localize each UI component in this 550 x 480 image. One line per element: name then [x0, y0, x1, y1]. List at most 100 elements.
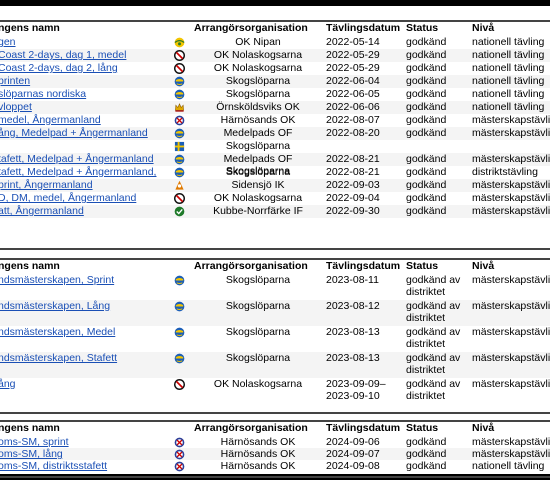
table-row: vloppet Örnsköldsviks OK 2022-06-06 godkänd…	[0, 101, 550, 114]
status-continued: distriktet	[406, 390, 446, 402]
column-header-name[interactable]: ngens namn	[0, 260, 60, 272]
status: godkänd	[406, 49, 447, 61]
column-header-status[interactable]: Status	[406, 260, 439, 272]
competition-name-link[interactable]: slöparnas nordiska	[0, 88, 87, 100]
competition-name-link[interactable]: oms-SM, distriktsstafett	[0, 460, 108, 472]
competition-name-link[interactable]: ndsmästerskapen, Stafett	[0, 352, 118, 364]
column-header-organizer[interactable]: Arrangörsorganisation	[194, 22, 308, 34]
status: godkänd	[406, 460, 447, 472]
competition-date: 2023-08-12	[326, 300, 380, 312]
organizer: Skogslöparna	[225, 300, 291, 312]
competition-date: 2022-05-14	[326, 36, 380, 48]
status: godkänd av	[406, 274, 461, 286]
competition-name-link[interactable]: tafett, Medelpad + Ångermanland,	[0, 166, 157, 178]
table-row: att, Ångermanland Kubbe-Norrfärke IF 2022-…	[0, 205, 550, 218]
blue-globe-icon	[174, 274, 190, 286]
status: godkänd	[406, 62, 447, 74]
organizer: Härnösands OK	[220, 114, 296, 126]
competition-date: 2022-06-05	[326, 88, 380, 100]
competition-level: nationell tävling	[472, 36, 545, 48]
blue-globe-icon	[174, 166, 190, 178]
competition-name-link[interactable]: print, Ångermanland	[0, 179, 93, 191]
crossed-circle-icon	[174, 436, 190, 448]
organizer: Skogslöparna	[225, 75, 291, 87]
table-header: ngens namn Arrangörsorganisation Tävlingsd…	[0, 22, 550, 36]
competition-name-link[interactable]: medel, Ångermanland	[0, 114, 101, 126]
competition-date: 2022-06-04	[326, 75, 380, 87]
competition-name-link[interactable]: D, DM, medel, Ångermanland	[0, 192, 137, 204]
runner-icon	[174, 179, 190, 191]
organizer: Skogslöparna	[225, 352, 291, 364]
blue-globe-icon	[174, 326, 190, 338]
column-header-date[interactable]: Tävlingsdatum	[326, 422, 401, 434]
table-row: ång OK Nolaskogsarna 2023-09-09– 2023-09-10…	[0, 378, 550, 404]
column-header-organizer[interactable]: Arrangörsorganisation	[194, 260, 308, 272]
table-row: Coast 2-days, dag 1, medel OK Nolaskogsar…	[0, 49, 550, 62]
organizer: Medelpads OF	[223, 127, 293, 139]
competition-name-link[interactable]: Coast 2-days, dag 1, medel	[0, 49, 127, 61]
column-header-status[interactable]: Status	[406, 422, 439, 434]
competition-table-2024: ngens namn Arrangörsorganisation Tävlingsd…	[0, 420, 550, 478]
no-sign-icon	[174, 378, 190, 390]
status: godkänd	[406, 127, 447, 139]
competition-date: 2024-09-06	[326, 436, 380, 448]
crown-icon	[174, 101, 190, 113]
column-header-status[interactable]: Status	[406, 22, 439, 34]
table-row: ndsmästerskapen, Lång Skogslöparna 2023-08…	[0, 300, 550, 326]
status: godkänd av	[406, 352, 461, 364]
competition-name-link[interactable]: ång, Medelpad + Ångermanland	[0, 127, 148, 139]
status: godkänd	[406, 75, 447, 87]
status-continued: distriktet	[406, 286, 446, 298]
status: godkänd	[406, 448, 447, 460]
organizer: Kubbe-Norrfärke IF	[213, 205, 303, 217]
no-sign-icon	[174, 62, 190, 74]
competition-name-link[interactable]: ång	[0, 378, 16, 390]
competition-name-link[interactable]: vloppet	[0, 101, 32, 113]
competition-date: 2022-08-07	[326, 114, 380, 126]
competition-name-link[interactable]: printen	[0, 75, 31, 87]
no-sign-icon	[174, 192, 190, 204]
table-row: gen OK Nipan 2022-05-14 godkänd nationell tä…	[0, 36, 550, 49]
organizer: OK Nolaskogsarna	[213, 378, 303, 390]
competition-level: nationell tävling	[472, 62, 545, 74]
column-header-date[interactable]: Tävlingsdatum	[326, 260, 401, 272]
column-header-name[interactable]: ngens namn	[0, 22, 60, 34]
column-header-level[interactable]: Nivå	[472, 260, 495, 272]
column-header-organizer[interactable]: Arrangörsorganisation	[194, 422, 308, 434]
status: godkänd	[406, 179, 447, 191]
organizer: OK Nolaskogsarna	[213, 192, 303, 204]
table-row: Skogslöparna	[0, 140, 550, 153]
column-header-level[interactable]: Nivå	[472, 422, 495, 434]
competition-name-link[interactable]: ndsmästerskapen, Sprint	[0, 274, 115, 286]
competition-table-2022: ngens namn Arrangörsorganisation Tävlingsd…	[0, 20, 550, 250]
competition-name-link[interactable]: oms-SM, sprint	[0, 436, 69, 448]
competition-level: nationell tävling	[472, 49, 545, 61]
competition-name-link[interactable]: att, Ångermanland	[0, 205, 84, 217]
table-row: tafett, Medelpad + Ångermanland,duella ö…	[0, 166, 550, 190]
column-header-date[interactable]: Tävlingsdatum	[326, 22, 401, 34]
competition-name-link[interactable]: tafett, Medelpad + Ångermanland	[0, 153, 154, 165]
organizer: Härnösands OK	[220, 436, 296, 448]
status-continued: distriktet	[406, 338, 446, 350]
competition-name-link[interactable]: gen	[0, 36, 16, 48]
competition-date: 2022-05-29	[326, 62, 380, 74]
competition-date: 2022-08-20	[326, 127, 380, 139]
status: godkänd av	[406, 300, 461, 312]
column-header-level[interactable]: Nivå	[472, 22, 495, 34]
competition-name-link[interactable]: oms-SM, lång	[0, 448, 63, 460]
competition-name-link[interactable]: ndsmästerskapen, Lång	[0, 300, 111, 312]
blue-globe-icon	[174, 75, 190, 87]
competition-date: 2024-09-08	[326, 460, 380, 472]
organizer: Skogslöparna	[225, 274, 291, 286]
organizer: Härnösands OK	[220, 448, 296, 460]
column-header-name[interactable]: ngens namn	[0, 422, 60, 434]
competition-name-link[interactable]: ndsmästerskapen, Medel	[0, 326, 116, 338]
status: godkänd av	[406, 326, 461, 338]
table-row: D, DM, medel, Ångermanland OK Nolaskogsar…	[0, 192, 550, 205]
table-row: slöparnas nordiska Skogslöparna 2022-06-05…	[0, 88, 550, 101]
competition-name-link[interactable]: Coast 2-days, dag 2, lång	[0, 62, 118, 74]
